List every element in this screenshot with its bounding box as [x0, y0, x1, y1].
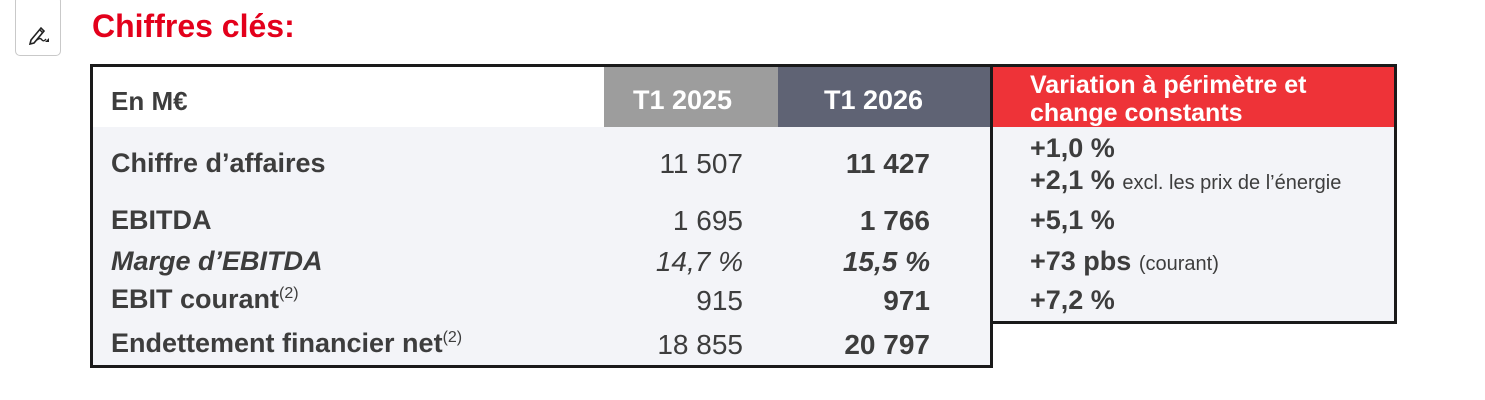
- row-ca-variation-cell: +1,0 % +2,1 % excl. les prix de l’énergi…: [990, 127, 1397, 200]
- variation-value: +73 pbs (courant): [1030, 246, 1219, 276]
- row-dette-2025-cell: 18 855: [604, 321, 781, 368]
- footnote-marker: (2): [279, 285, 299, 302]
- header-variation-line1: Variation à périmètre et: [1030, 71, 1307, 99]
- row-marge-label-cell: Marge d’EBITDA: [90, 241, 607, 282]
- value-2026: 11 427: [845, 148, 930, 179]
- variation-note: excl. les prix de l’énergie: [1122, 172, 1342, 194]
- row-label: EBIT courant(2): [111, 284, 299, 314]
- header-variation-cell: Variation à périmètre et change constant…: [990, 64, 1397, 130]
- value-2026: 15,5 %: [842, 246, 930, 277]
- row-ebitda-2026-cell: 1 766: [778, 197, 993, 244]
- header-t1-2025: T1 2025: [633, 85, 733, 115]
- header-label: En M€: [111, 86, 188, 116]
- row-label: Marge d’EBITDA: [111, 246, 323, 276]
- row-ebit-2025-cell: 915: [604, 279, 781, 324]
- value-2026: 20 797: [844, 329, 930, 360]
- row-ebitda-label-cell: EBITDA: [90, 197, 607, 244]
- row-marge-2025-cell: 14,7 %: [604, 241, 781, 282]
- value-2025: 1 695: [672, 205, 743, 236]
- row-ebit-2026-cell: 971: [778, 279, 993, 324]
- row-label: EBITDA: [111, 205, 212, 235]
- edit-button[interactable]: [15, 0, 61, 56]
- row-ebit-variation-cell: +7,2 %: [990, 279, 1397, 324]
- value-2025: 11 507: [659, 148, 743, 179]
- row-label: Chiffre d’affaires: [111, 148, 326, 178]
- value-2026: 971: [883, 285, 930, 316]
- value-2025: 18 855: [657, 329, 743, 360]
- variation-note: (courant): [1138, 253, 1219, 275]
- header-t1-2025-cell: T1 2025: [604, 64, 781, 130]
- row-label: Endettement financier net(2): [111, 328, 463, 358]
- row-ebitda-2025-cell: 1 695: [604, 197, 781, 244]
- row-dette-2026-cell: 20 797: [778, 321, 993, 368]
- variation-value-secondary: +2,1 % excl. les prix de l’énergie: [1030, 165, 1342, 195]
- value-2025: 14,7 %: [655, 246, 743, 277]
- variation-value: +5,1 %: [1030, 205, 1115, 235]
- row-dette-label-cell: Endettement financier net(2): [90, 321, 607, 368]
- row-ebit-label-cell: EBIT courant(2): [90, 279, 607, 324]
- header-variation-line2: change constants: [1030, 99, 1243, 127]
- pen-edit-icon: [28, 26, 49, 45]
- variation-value: +7,2 %: [1030, 285, 1115, 315]
- row-ca-2026-cell: 11 427: [778, 127, 993, 200]
- footnote-marker: (2): [442, 329, 463, 346]
- header-t1-2026: T1 2026: [824, 85, 924, 115]
- row-marge-2026-cell: 15,5 %: [778, 241, 993, 282]
- row-ca-2025-cell: 11 507: [604, 127, 781, 200]
- page-title: Chiffres clés:: [92, 8, 295, 44]
- value-2025: 915: [696, 285, 743, 316]
- row-marge-variation-cell: +73 pbs (courant): [990, 241, 1397, 282]
- row-ebitda-variation-cell: +5,1 %: [990, 197, 1397, 244]
- row-ca-label-cell: Chiffre d’affaires: [90, 127, 607, 200]
- value-2026: 1 766: [859, 205, 930, 236]
- header-t1-2026-cell: T1 2026: [778, 64, 993, 130]
- header-label-cell: En M€: [90, 64, 607, 130]
- variation-value: +1,0 %: [1030, 133, 1115, 163]
